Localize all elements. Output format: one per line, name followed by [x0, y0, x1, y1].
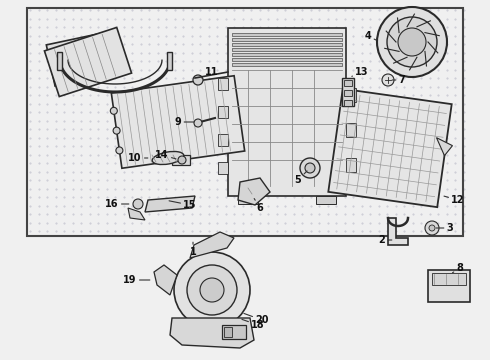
Bar	[218, 162, 228, 174]
Text: 12: 12	[444, 195, 465, 205]
Text: 1: 1	[190, 242, 196, 257]
Polygon shape	[45, 27, 131, 96]
Bar	[224, 327, 232, 337]
Bar	[342, 78, 354, 106]
Text: 13: 13	[352, 67, 369, 77]
Bar	[238, 196, 258, 204]
Text: 2: 2	[379, 235, 392, 245]
Text: 3: 3	[436, 223, 453, 233]
Text: 6: 6	[254, 199, 264, 213]
Text: 16: 16	[105, 199, 129, 209]
Bar	[27, 8, 463, 236]
Polygon shape	[388, 218, 408, 245]
Circle shape	[178, 156, 186, 164]
Polygon shape	[170, 318, 254, 348]
Circle shape	[429, 225, 435, 231]
Polygon shape	[238, 178, 270, 205]
Polygon shape	[128, 208, 145, 220]
Bar	[232, 48, 342, 51]
Text: 11: 11	[201, 67, 219, 78]
Text: 5: 5	[294, 171, 307, 185]
Bar	[344, 90, 352, 96]
Polygon shape	[145, 196, 195, 212]
Bar	[428, 270, 470, 302]
Polygon shape	[437, 138, 452, 156]
Circle shape	[300, 158, 320, 178]
Circle shape	[387, 17, 437, 67]
Bar	[232, 58, 342, 61]
Bar	[218, 106, 228, 118]
Polygon shape	[154, 265, 177, 295]
Text: 9: 9	[174, 117, 194, 127]
Circle shape	[377, 7, 447, 77]
Bar	[316, 196, 336, 204]
Circle shape	[133, 199, 143, 209]
Circle shape	[382, 74, 394, 86]
Circle shape	[194, 119, 202, 127]
Circle shape	[200, 278, 224, 302]
Circle shape	[113, 127, 120, 134]
Bar	[432, 273, 466, 285]
Bar	[232, 63, 342, 66]
Circle shape	[187, 265, 237, 315]
Text: 8: 8	[452, 263, 464, 273]
Text: 10: 10	[128, 153, 148, 163]
Text: 14: 14	[155, 150, 176, 160]
Bar	[218, 78, 228, 90]
Circle shape	[193, 75, 203, 85]
Circle shape	[174, 252, 250, 328]
Text: 15: 15	[169, 200, 197, 210]
Circle shape	[305, 163, 315, 173]
Text: 4: 4	[365, 31, 376, 41]
Text: 7: 7	[392, 75, 405, 85]
Bar	[167, 52, 172, 70]
Bar	[232, 33, 342, 36]
Bar	[172, 155, 190, 165]
Bar	[346, 158, 356, 172]
Circle shape	[398, 28, 426, 56]
Circle shape	[110, 107, 117, 114]
Text: 19: 19	[123, 275, 150, 285]
Bar	[222, 325, 246, 339]
Polygon shape	[190, 232, 234, 258]
Bar	[232, 43, 342, 46]
Circle shape	[425, 221, 439, 235]
Bar	[232, 38, 342, 41]
Bar	[346, 123, 356, 137]
Circle shape	[116, 147, 123, 154]
Polygon shape	[111, 76, 245, 168]
Text: 20: 20	[244, 314, 269, 325]
Bar	[232, 53, 342, 56]
Bar	[47, 32, 116, 86]
Bar	[346, 88, 356, 102]
Bar	[344, 80, 352, 86]
Bar	[57, 52, 62, 70]
Bar	[218, 134, 228, 146]
Bar	[228, 28, 346, 196]
Bar	[344, 100, 352, 106]
Ellipse shape	[152, 152, 184, 165]
Polygon shape	[328, 89, 452, 207]
Text: 18: 18	[242, 319, 265, 330]
